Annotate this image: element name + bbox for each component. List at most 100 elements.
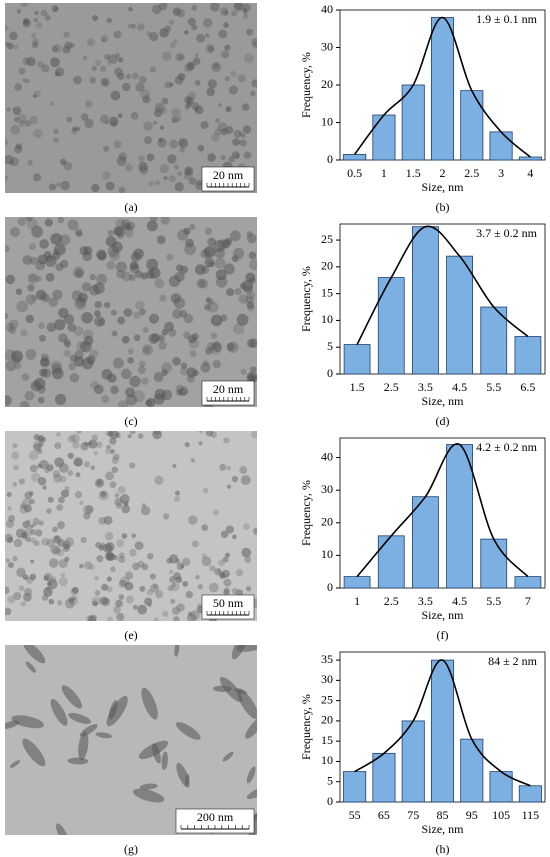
particle — [81, 311, 93, 324]
particle — [220, 314, 228, 322]
particle — [213, 240, 226, 253]
particle — [223, 578, 232, 587]
particle — [118, 594, 125, 600]
particle — [140, 506, 151, 516]
particle — [22, 77, 28, 83]
particle — [235, 589, 244, 597]
particle — [201, 553, 207, 559]
scale-bar-label: 200 nm — [197, 810, 234, 824]
x-axis-label: Size, nm — [422, 822, 465, 836]
particle — [105, 431, 112, 437]
particle — [207, 45, 214, 53]
particle — [211, 61, 222, 72]
particle — [83, 335, 94, 346]
particle — [34, 10, 39, 15]
particle — [203, 246, 216, 259]
particle — [225, 126, 234, 135]
particle — [195, 79, 201, 86]
particle — [174, 182, 184, 192]
particle — [8, 326, 17, 335]
particle — [18, 120, 26, 128]
particle — [116, 612, 125, 621]
particle — [137, 604, 148, 615]
particle — [33, 129, 43, 139]
particle — [129, 462, 136, 469]
particle — [204, 227, 213, 235]
particle — [52, 289, 63, 300]
particle — [224, 75, 231, 82]
particle — [13, 538, 23, 548]
particle — [184, 104, 191, 110]
particle — [90, 380, 99, 390]
particle — [221, 569, 230, 578]
particle — [9, 157, 19, 167]
particle — [21, 531, 28, 539]
particle — [18, 478, 25, 485]
particle — [37, 254, 48, 265]
particle — [94, 300, 102, 309]
particle — [56, 504, 64, 512]
particle — [24, 587, 33, 596]
particle — [13, 44, 19, 50]
y-tick-label: 10 — [321, 547, 333, 561]
particle — [54, 243, 66, 256]
particle — [198, 279, 209, 289]
y-tick-label: 25 — [321, 692, 333, 706]
particle — [104, 120, 110, 125]
particle — [205, 33, 210, 38]
particle — [117, 400, 129, 407]
particle — [124, 571, 134, 580]
particle — [93, 384, 104, 395]
bar — [460, 90, 484, 161]
particle — [5, 313, 9, 320]
particle — [231, 255, 239, 263]
particle — [22, 574, 29, 581]
particle — [25, 348, 37, 360]
particle — [11, 451, 20, 460]
particle — [197, 584, 204, 590]
particle — [146, 589, 154, 596]
particle — [108, 54, 118, 64]
particle — [107, 616, 113, 621]
particle — [26, 218, 38, 230]
bar — [514, 336, 542, 375]
particle — [33, 90, 41, 98]
particle — [109, 116, 119, 127]
bar — [343, 344, 371, 375]
particle — [39, 368, 48, 377]
particle — [169, 139, 179, 149]
particle — [148, 333, 159, 344]
particle — [73, 456, 84, 467]
particle — [35, 529, 43, 537]
particle — [82, 329, 94, 340]
particle — [41, 594, 49, 601]
bar — [377, 535, 405, 589]
particle — [115, 218, 126, 229]
particle — [95, 441, 103, 449]
particle — [67, 452, 74, 459]
particle — [138, 155, 145, 162]
particle — [200, 362, 211, 373]
annotation: 84 ± 2 nm — [488, 654, 538, 668]
particle — [68, 597, 75, 604]
particle — [139, 585, 146, 592]
particle — [8, 514, 16, 522]
particle — [194, 105, 204, 115]
particle — [29, 573, 37, 581]
particle — [7, 561, 14, 568]
particle — [22, 255, 33, 265]
panel-label: (f) — [437, 628, 449, 642]
particle — [62, 544, 71, 553]
particle — [186, 374, 196, 383]
particle — [179, 146, 186, 153]
particle — [230, 10, 238, 17]
particle — [22, 57, 31, 65]
particle — [241, 133, 247, 139]
particle — [129, 549, 137, 557]
particle — [113, 140, 122, 149]
particle — [59, 234, 71, 246]
micrograph-content — [5, 645, 257, 835]
particle — [223, 22, 230, 28]
particle — [161, 369, 168, 376]
particle — [178, 138, 189, 149]
